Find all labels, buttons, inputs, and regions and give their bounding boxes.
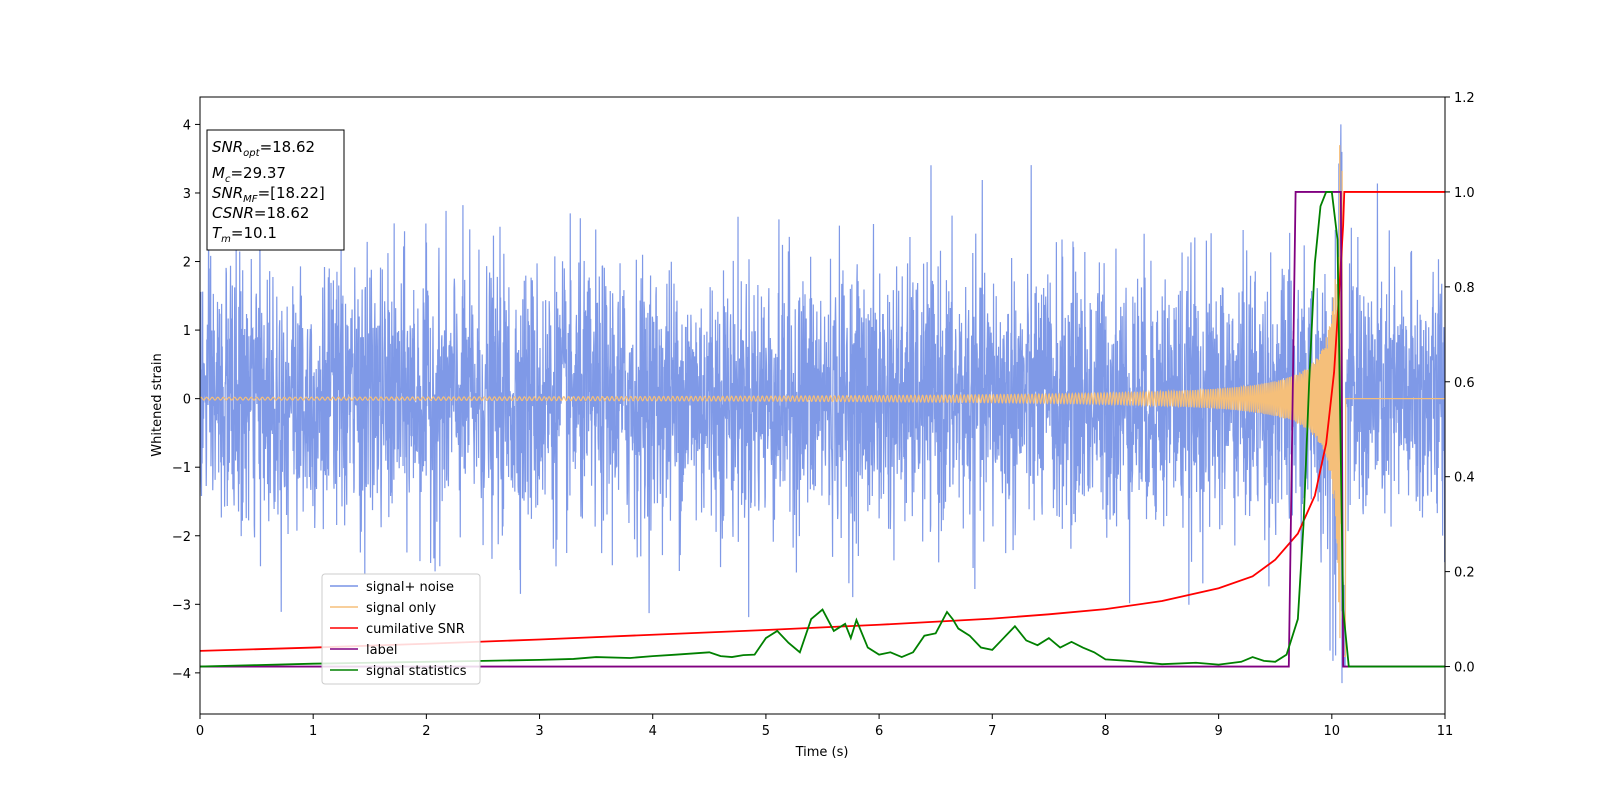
x-tick-label: 11: [1437, 724, 1454, 739]
y-axis-label: Whitened strain: [150, 353, 165, 456]
info-tm: Tm=10.1: [212, 224, 277, 245]
series-layer: [200, 124, 1445, 684]
y2-tick-label: 1.0: [1454, 186, 1475, 201]
info-box: SNRopt=18.62 Mc=29.37 SNRMF=[18.22] CSNR…: [206, 129, 345, 251]
legend-label-signal-noise: signal+ noise: [366, 580, 454, 595]
y2-tick-label: 1.2: [1454, 91, 1475, 106]
legend-label-signal-only: signal only: [366, 601, 436, 616]
y2-tick-label: 0.2: [1454, 566, 1475, 581]
ticks-layer: 0 1 2 3 4 5 6 7 8 9 10 1143210−1−2−3−41.21.00.80.60…: [172, 91, 1475, 739]
y-tick-label: 2: [183, 256, 191, 271]
info-csnr: CSNR=18.62: [212, 204, 309, 222]
x-tick-label: 10: [1324, 724, 1341, 739]
plot-frame: [199, 96, 1446, 715]
legend-label-label: label: [366, 643, 397, 658]
series-cumulative-snr: [200, 191, 1445, 652]
x-tick-label: 3: [535, 724, 543, 739]
x-tick-label: 6: [875, 724, 883, 739]
y-tick-label: 3: [183, 187, 191, 202]
y-tick-label: −4: [172, 667, 191, 682]
x-tick-label: 0: [196, 724, 204, 739]
legend-label-cumulative-snr: cumilative SNR: [366, 622, 465, 637]
y-tick-label: −3: [172, 598, 191, 613]
y-tick-label: −2: [172, 530, 191, 545]
legend: signal+ noise signal only cumilative SNR…: [321, 573, 481, 685]
info-mc: Mc=29.37: [212, 164, 286, 185]
x-axis-label: Time (s): [795, 745, 849, 760]
y2-tick-label: 0.8: [1454, 281, 1475, 296]
x-tick-label: 1: [309, 724, 317, 739]
x-tick-label: 7: [988, 724, 996, 739]
series-signal-only: [200, 145, 1445, 657]
y-tick-label: 4: [183, 118, 191, 133]
y2-tick-label: 0.4: [1454, 471, 1475, 486]
y-tick-label: 1: [183, 324, 191, 339]
info-snr-opt: SNRopt=18.62: [212, 138, 315, 159]
x-tick-label: 5: [762, 724, 770, 739]
legend-label-signal-statistics: signal statistics: [366, 664, 467, 679]
x-tick-label: 9: [1214, 724, 1222, 739]
y-tick-label: 0: [183, 393, 191, 408]
y2-tick-label: 0.0: [1454, 661, 1475, 676]
y2-tick-label: 0.6: [1454, 376, 1475, 391]
x-tick-label: 2: [422, 724, 430, 739]
series-signal-statistics: [200, 191, 1445, 668]
info-snr-mf: SNRMF=[18.22]: [212, 184, 325, 205]
x-tick-label: 4: [649, 724, 657, 739]
x-tick-label: 8: [1101, 724, 1109, 739]
y-tick-label: −1: [172, 461, 191, 476]
